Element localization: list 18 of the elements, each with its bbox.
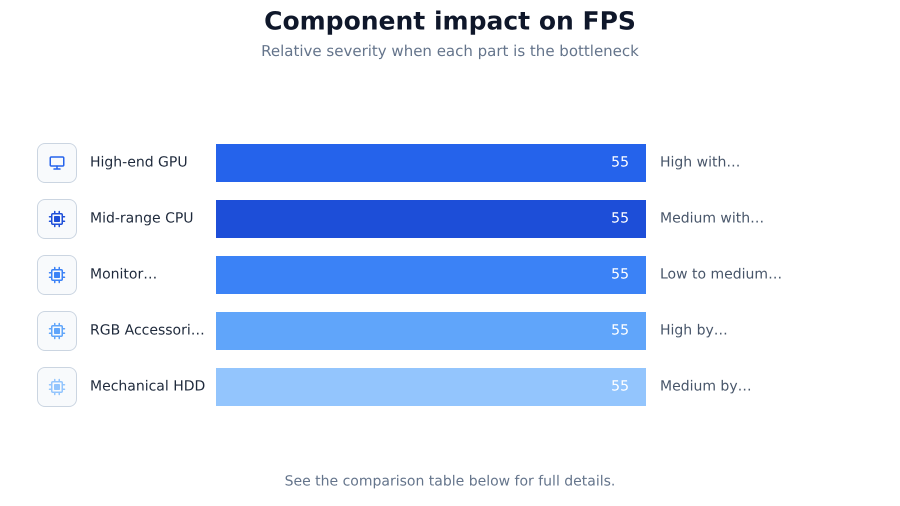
y-tick-label: Monitor…: [90, 266, 158, 283]
chart-subtitle: Relative severity when each part is the bottleneck: [261, 42, 640, 60]
data-label: 55: [611, 210, 629, 227]
text: Medium by…: [660, 378, 752, 395]
text: High by…: [660, 322, 728, 339]
data-label: 55: [611, 378, 629, 395]
data-label: 55: [611, 154, 629, 171]
chart-title: Component impact on FPS: [264, 6, 636, 36]
text: High with…: [660, 154, 740, 171]
y-tick-label: Mechanical HDD: [90, 378, 206, 395]
y-tick-label: Mid-range CPU: [90, 210, 194, 227]
y-tick-label: High-end GPU: [90, 154, 188, 171]
data-label: 55: [611, 322, 629, 339]
y-tick-label: RGB Accessori…: [90, 322, 205, 339]
data-label: 55: [611, 266, 629, 283]
text: Medium with…: [660, 210, 764, 227]
text: Low to medium…: [660, 266, 782, 283]
text: See the comparison table below for full details.: [284, 474, 616, 490]
